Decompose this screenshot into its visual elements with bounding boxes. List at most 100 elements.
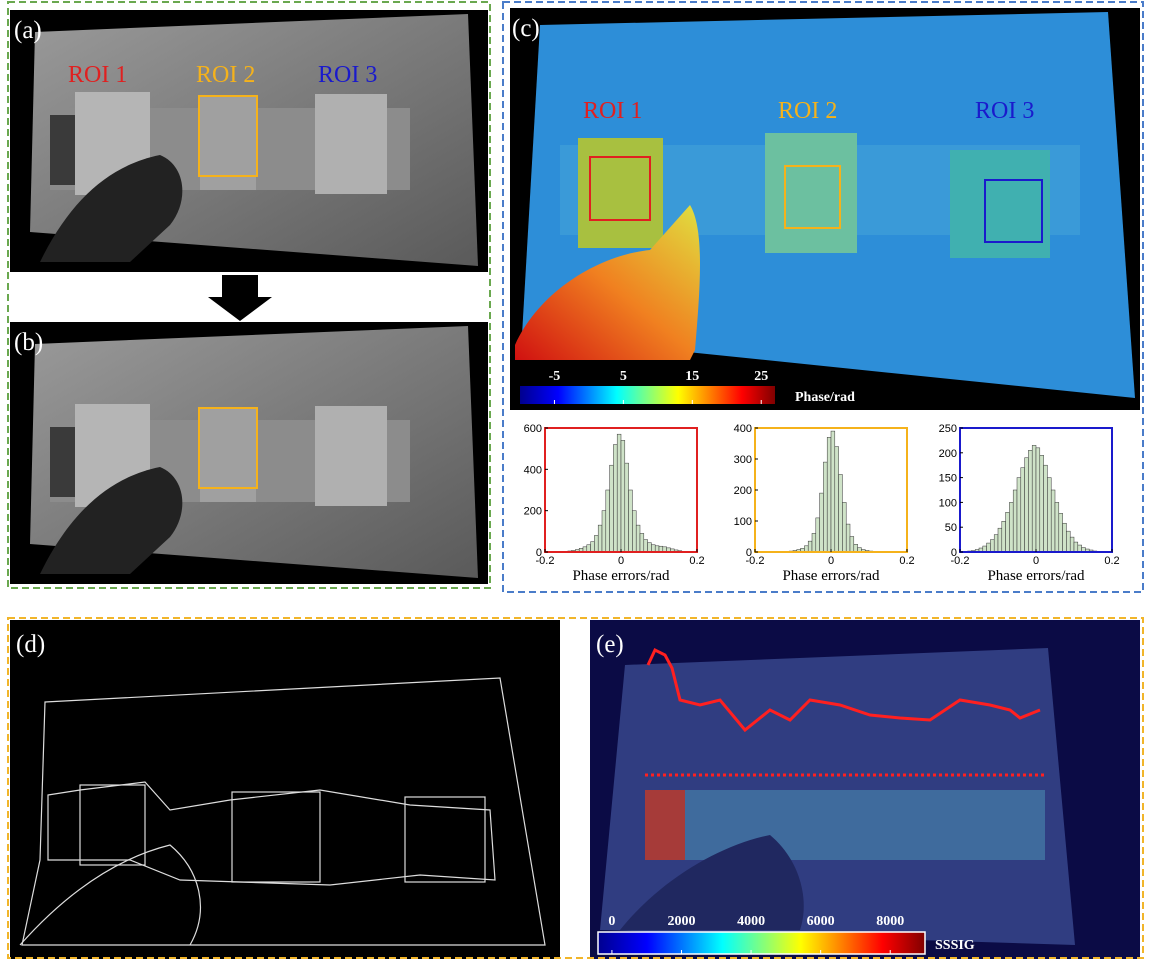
colorbar-tick-label: 8000 (876, 914, 904, 929)
roi-label: ROI 1 (583, 98, 642, 124)
bar (1028, 450, 1032, 552)
colorbar-tick-label: 2000 (667, 914, 695, 929)
x-tick-label: -0.2 (951, 555, 970, 567)
roi-label: ROI 3 (318, 62, 377, 88)
roi-label: ROI 1 (68, 62, 127, 88)
bar (636, 525, 640, 552)
bar (632, 511, 636, 552)
bar (591, 542, 595, 552)
bar (602, 511, 606, 552)
x-tick-label: -0.2 (746, 555, 765, 567)
colorbar (598, 932, 925, 954)
bar (990, 540, 994, 552)
bar (617, 434, 621, 552)
bar (816, 518, 820, 552)
x-axis-label: Phase errors/rad (987, 568, 1085, 584)
panel-label: (c) (512, 15, 540, 42)
bar (994, 535, 998, 552)
bar (1063, 523, 1067, 552)
bar (606, 490, 610, 552)
bar (625, 463, 629, 552)
bar (1055, 502, 1059, 552)
bar (1044, 465, 1048, 552)
bar (820, 493, 824, 552)
bar (1070, 537, 1074, 552)
colorbar-tick-label: 0 (608, 914, 615, 929)
y-tick-label: 150 (939, 473, 957, 485)
colorbar-title: Phase/rad (795, 390, 855, 405)
y-tick-label: 300 (734, 454, 752, 466)
y-tick-label: 100 (939, 497, 957, 509)
bar (854, 544, 858, 552)
y-tick-label: 50 (945, 522, 957, 534)
colorbar-title: SSSIG (935, 938, 975, 953)
y-tick-label: 200 (734, 485, 752, 497)
bar (827, 437, 831, 552)
bar (831, 431, 835, 552)
bar (808, 541, 812, 552)
panel-label: (b) (14, 329, 43, 356)
bar (835, 447, 839, 552)
bar (998, 528, 1002, 552)
bar (850, 537, 854, 553)
bar (1036, 448, 1040, 552)
bar (1066, 531, 1070, 552)
bar (613, 445, 617, 552)
bar (812, 533, 816, 552)
x-tick-label: 0.2 (1104, 555, 1119, 567)
bar (1032, 445, 1036, 552)
bar (842, 502, 846, 552)
bar (644, 540, 648, 552)
colorbar-tick-label: 25 (754, 369, 768, 384)
y-tick-label: 200 (939, 448, 957, 460)
roi-label: ROI 3 (975, 98, 1034, 124)
image-b (10, 322, 488, 584)
colorbar-tick-label: 5 (620, 369, 627, 384)
y-tick-label: 600 (524, 423, 542, 435)
roi-label: ROI 2 (196, 62, 255, 88)
y-tick-label: 400 (524, 464, 542, 476)
image-a (10, 10, 488, 272)
colorbar-tick-label: 6000 (807, 914, 835, 929)
panel-de: SSSIG (d) (e) (8, 618, 1143, 959)
panel-label: (a) (14, 17, 42, 44)
x-axis-label: Phase errors/rad (572, 568, 670, 584)
y-tick-label: 200 (524, 506, 542, 518)
bar (1002, 521, 1006, 552)
bar (1017, 478, 1021, 552)
colorbar-tick-label: 4000 (737, 914, 765, 929)
figure: (a) (b) ROI 1 ROI 2 ROI 3 ROI 1 ROI 2 RO… (0, 0, 1150, 959)
bar (987, 543, 991, 552)
x-tick-label: 0.2 (689, 555, 704, 567)
roi-label: ROI 2 (778, 98, 837, 124)
bar (1013, 490, 1017, 552)
bar (1074, 542, 1078, 552)
bar (640, 533, 644, 552)
x-tick-label: 0 (618, 555, 624, 567)
bar (621, 440, 625, 552)
x-axis-label: Phase errors/rad (782, 568, 880, 584)
arrow (208, 275, 272, 321)
bar (587, 545, 591, 552)
panel-ab: (a) (b) ROI 1 ROI 2 ROI 3 (8, 2, 490, 588)
bar (1059, 513, 1063, 552)
bar (1078, 545, 1082, 552)
y-tick-label: 400 (734, 423, 752, 435)
bar (648, 543, 652, 552)
x-tick-label: -0.2 (536, 555, 555, 567)
bar (594, 535, 598, 552)
bar (1047, 478, 1051, 552)
colorbar (520, 386, 775, 404)
panel-label: (e) (596, 631, 624, 658)
bar (651, 545, 655, 552)
colorbar-tick-label: 15 (685, 369, 699, 384)
x-tick-label: 0 (1033, 555, 1039, 567)
bar (1051, 490, 1055, 552)
panel-label: (d) (16, 631, 45, 658)
x-tick-label: 0.2 (899, 555, 914, 567)
bar (598, 525, 602, 552)
y-tick-label: 100 (734, 516, 752, 528)
bar (823, 462, 827, 552)
bar (839, 475, 843, 553)
bar (1006, 512, 1010, 552)
